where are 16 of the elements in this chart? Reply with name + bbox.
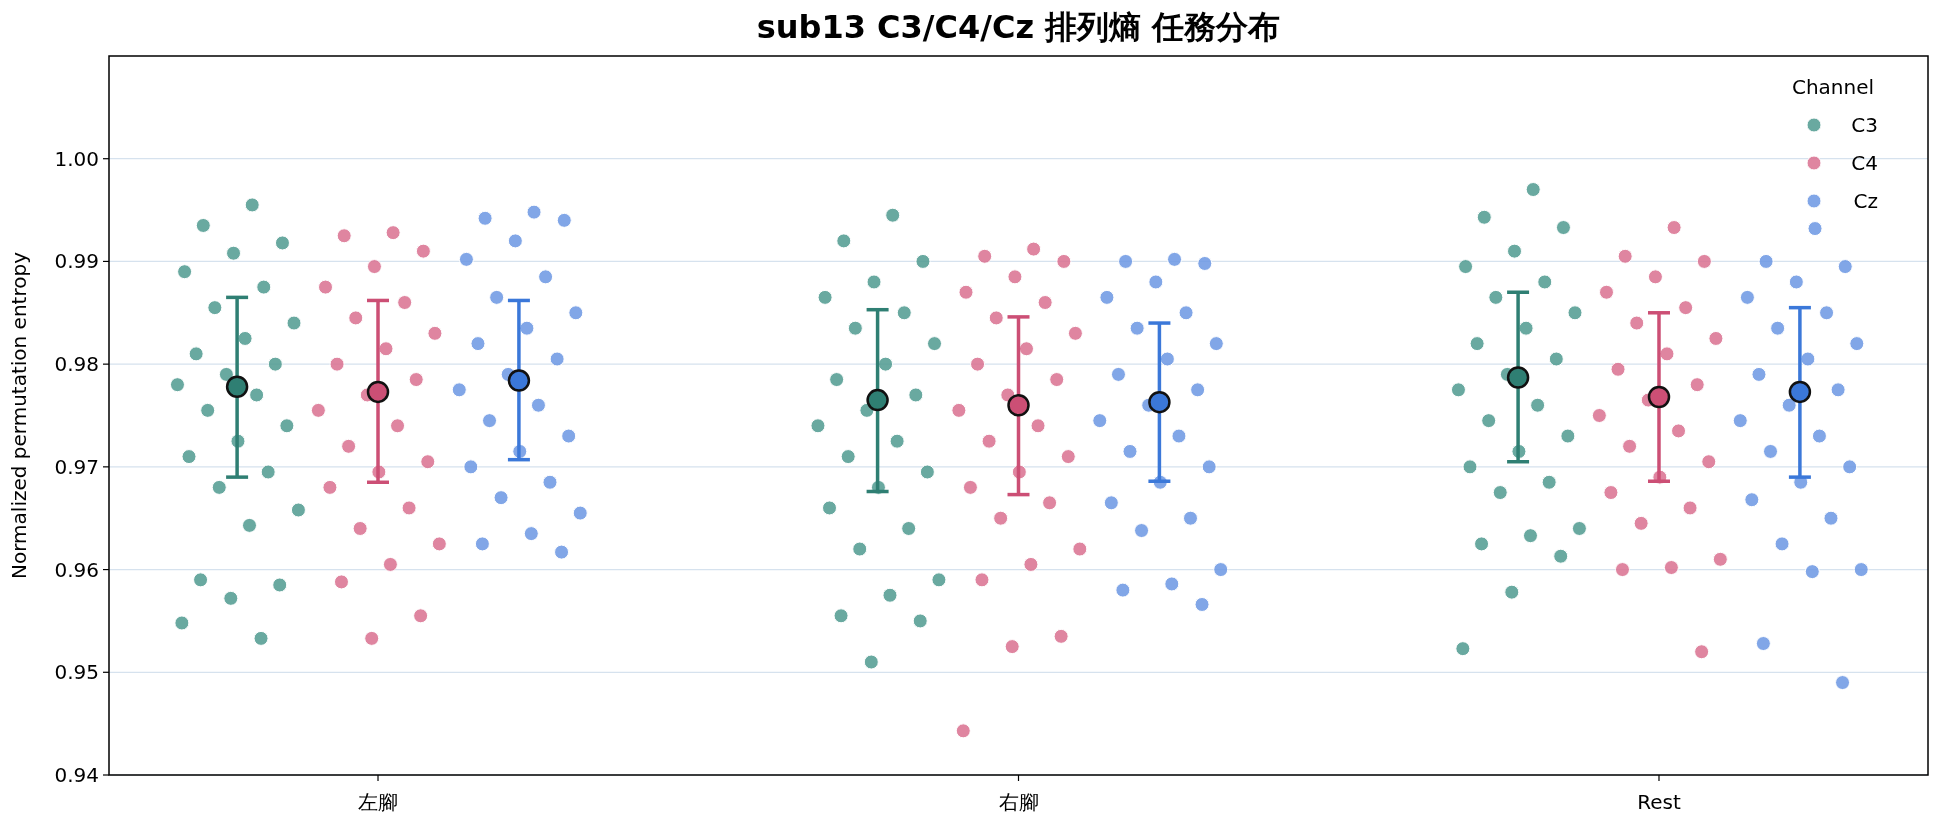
legend-label: C4: [1851, 151, 1878, 175]
legend-label: Cz: [1853, 189, 1878, 213]
chart-title: sub13 C3/C4/Cz 排列熵 任務分布: [756, 8, 1281, 46]
y-tick-label: 0.98: [54, 352, 99, 377]
y-tick-label: 1.00: [54, 146, 99, 171]
y-tick-label: 0.99: [54, 249, 99, 274]
x-tick-label: Rest: [1637, 790, 1681, 814]
y-axis-title: Normalized permutation entropy: [7, 251, 31, 579]
y-tick-label: 0.94: [54, 763, 99, 787]
y-tick-label: 0.97: [54, 454, 99, 479]
y-tick-label: 0.95: [54, 660, 99, 685]
x-tick-label: 右腳: [998, 790, 1039, 814]
legend-title: Channel: [1791, 75, 1875, 99]
x-tick-label: 左腳: [358, 790, 399, 814]
y-tick-label: 0.96: [54, 557, 99, 582]
legend-label: C3: [1851, 113, 1878, 137]
